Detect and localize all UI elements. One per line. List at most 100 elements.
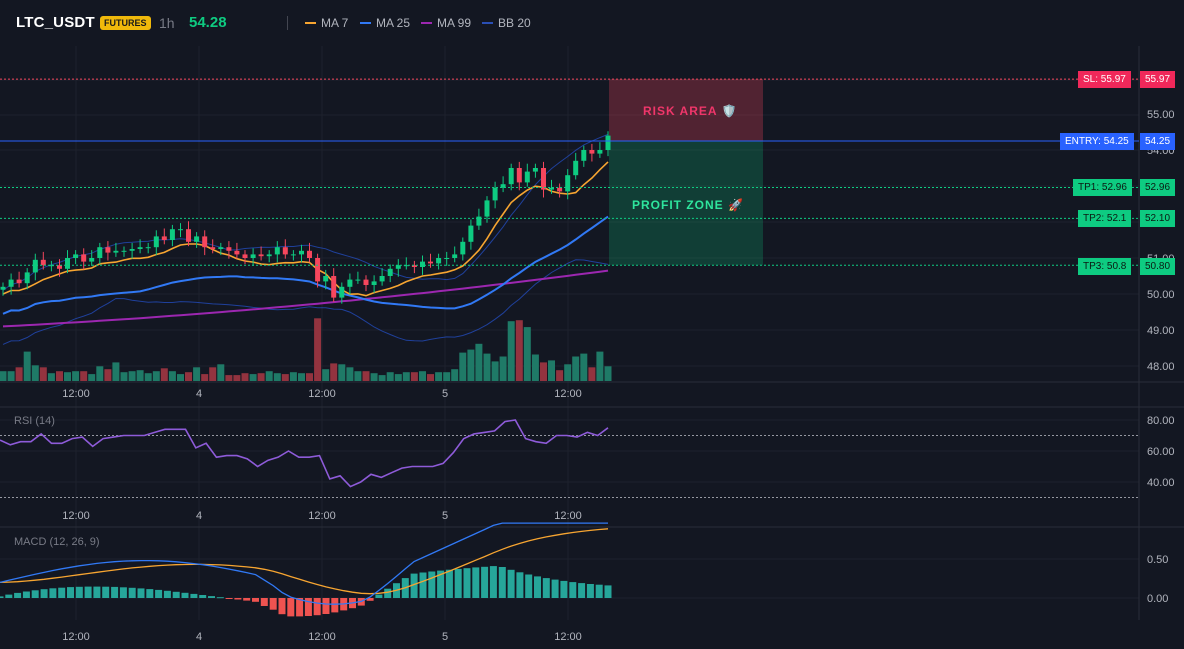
- tp2-tag[interactable]: TP2: 52.1: [1078, 210, 1132, 227]
- candle-body: [202, 236, 208, 248]
- legend-bb20[interactable]: BB 20: [482, 16, 531, 30]
- bb20-swatch-icon: [482, 22, 493, 24]
- candle-body: [508, 168, 514, 185]
- volume-bar: [540, 362, 547, 381]
- time-tick-label: 4: [196, 388, 202, 400]
- volume-bar: [120, 372, 128, 381]
- macd-histogram-bar: [578, 583, 586, 598]
- candle-body: [516, 168, 522, 183]
- macd-histogram-bar: [225, 598, 233, 599]
- entry-tag[interactable]: ENTRY: 54.25: [1060, 133, 1134, 150]
- candle-body: [444, 258, 450, 259]
- candle-body: [363, 279, 369, 285]
- candle-body: [129, 249, 135, 251]
- candle-body: [347, 279, 353, 287]
- time-tick-label: 12:00: [62, 388, 90, 400]
- volume-bar: [362, 371, 370, 381]
- macd-histogram-bar: [172, 591, 180, 598]
- rsi-pane-label: RSI (14): [14, 415, 55, 427]
- volume-bar: [265, 371, 273, 381]
- candle-body: [597, 150, 603, 154]
- macd-histogram-bar: [428, 571, 436, 598]
- candle-body: [492, 187, 498, 201]
- macd-histogram-bar: [155, 589, 163, 598]
- sl-tag[interactable]: SL: 55.97: [1078, 71, 1131, 88]
- macd-histogram-bar: [525, 574, 533, 598]
- volume-bar: [306, 373, 313, 381]
- volume-bar: [475, 343, 483, 381]
- candle-body: [161, 236, 167, 240]
- symbol-name[interactable]: LTC_USDT: [16, 14, 95, 31]
- macd-histogram-bar: [507, 569, 515, 598]
- moving-averages: [2, 161, 609, 328]
- volume-bar: [128, 371, 136, 381]
- tp3-axis-label: 50.80: [1140, 258, 1176, 275]
- volume-bar: [47, 373, 55, 381]
- time-tick-label: 5: [442, 388, 448, 400]
- macd-histogram-bar: [560, 580, 568, 598]
- candle-body: [178, 229, 183, 231]
- candle-body: [549, 187, 554, 190]
- candle-body: [411, 265, 417, 267]
- candle-body: [605, 135, 611, 150]
- volume-bar: [39, 367, 47, 381]
- volume-bar: [0, 371, 7, 381]
- volume-bar: [281, 374, 289, 381]
- tp1-tag[interactable]: TP1: 52.96: [1073, 179, 1132, 196]
- volume-bar: [338, 364, 346, 381]
- profit-zone-label: PROFIT ZONE 🚀: [632, 198, 744, 212]
- volume-bar: [354, 371, 362, 381]
- legend-ma7[interactable]: MA 7: [305, 16, 348, 30]
- volume-bar: [596, 351, 604, 381]
- volume-bar: [96, 366, 104, 381]
- candle-body: [541, 168, 546, 190]
- volume-bar: [177, 374, 184, 381]
- volume-bar: [225, 375, 233, 381]
- candle-body: [420, 261, 425, 267]
- volume-bar: [402, 372, 410, 381]
- candle-body: [379, 276, 385, 282]
- volume-bar: [322, 369, 330, 381]
- macd-tick-label: 0.50: [1147, 554, 1168, 566]
- candle-body: [436, 258, 442, 264]
- candle-body: [89, 258, 95, 262]
- macd-histogram-bar: [586, 584, 594, 598]
- volume-bar: [273, 373, 281, 381]
- volume-bar: [289, 372, 297, 381]
- volume-bar: [104, 369, 112, 381]
- volume-bar: [7, 371, 15, 381]
- candle-body: [16, 279, 22, 284]
- sl-axis-label: 55.97: [1140, 71, 1176, 88]
- macd-histogram-bar: [5, 594, 13, 598]
- macd-histogram-bar: [463, 568, 471, 598]
- macd-histogram-bar: [313, 598, 321, 616]
- volume-bar: [370, 373, 378, 381]
- candle-body: [8, 279, 14, 287]
- time-tick-label: 12:00: [308, 510, 336, 522]
- volume-bar: [346, 367, 354, 381]
- candle-body: [226, 247, 232, 251]
- legend-ma99[interactable]: MA 99: [421, 16, 471, 30]
- tp3-tag[interactable]: TP3: 50.8: [1078, 258, 1132, 275]
- timeframe-label[interactable]: 1h: [159, 15, 175, 31]
- candle-body: [48, 265, 54, 267]
- legend-ma25[interactable]: MA 25: [360, 16, 410, 30]
- macd-histogram-bar: [375, 594, 383, 598]
- volume-bar: [249, 374, 257, 381]
- candle-body: [258, 254, 264, 257]
- risk-area-label: RISK AREA 🛡️: [643, 104, 738, 118]
- macd-histogram-bar: [208, 596, 215, 598]
- time-tick-label: 12:00: [308, 631, 336, 643]
- volume-bar: [241, 373, 249, 381]
- volume-bar: [443, 372, 451, 381]
- volume-bar: [604, 366, 612, 381]
- time-tick-label: 4: [196, 631, 202, 643]
- time-tick-label: 12:00: [554, 388, 582, 400]
- macd-histogram-bar: [111, 586, 119, 598]
- candle-body: [573, 160, 579, 176]
- volume-bar: [507, 321, 515, 381]
- macd-pane-label: MACD (12, 26, 9): [14, 536, 100, 548]
- candle-body: [452, 254, 458, 258]
- macd-histogram-bar: [322, 598, 330, 614]
